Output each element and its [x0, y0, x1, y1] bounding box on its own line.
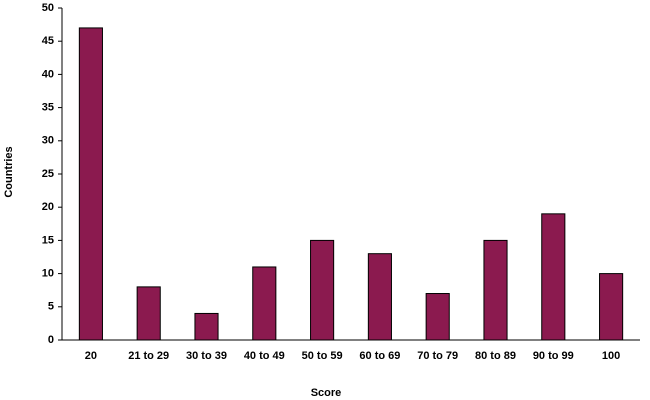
bar	[541, 213, 566, 341]
y-axis-label: Countries	[3, 146, 15, 197]
y-tick-label: 10	[42, 268, 54, 280]
x-tick-label: 21 to 29	[128, 350, 169, 362]
x-tick-label: 20	[85, 350, 97, 362]
x-tick-label: 100	[602, 350, 620, 362]
y-tick-label: 0	[48, 334, 54, 346]
y-tick-label: 20	[42, 201, 54, 213]
x-tick-label: 50 to 59	[302, 350, 343, 362]
bar	[483, 239, 508, 341]
x-axis-label: Score	[311, 387, 342, 399]
bar	[78, 27, 103, 341]
bar	[425, 293, 450, 341]
y-tick-label: 40	[42, 68, 54, 80]
y-tick-label: 30	[42, 135, 54, 147]
x-tick-label: 90 to 99	[533, 350, 574, 362]
bar	[310, 239, 335, 341]
y-tick-label: 45	[42, 35, 54, 47]
y-tick-label: 50	[42, 2, 54, 14]
y-tick-label: 25	[42, 168, 54, 180]
bar	[599, 273, 624, 341]
x-tick-label: 70 to 79	[417, 350, 458, 362]
x-tick-label: 80 to 89	[475, 350, 516, 362]
x-tick-label: 30 to 39	[186, 350, 227, 362]
bar	[367, 253, 392, 341]
y-tick-label: 15	[42, 234, 54, 246]
x-tick-label: 60 to 69	[359, 350, 400, 362]
y-tick-label: 35	[42, 102, 54, 114]
bar	[194, 312, 219, 341]
bar	[252, 266, 277, 341]
bar	[136, 286, 161, 341]
x-tick-label: 40 to 49	[244, 350, 285, 362]
y-tick-label: 5	[48, 301, 54, 313]
